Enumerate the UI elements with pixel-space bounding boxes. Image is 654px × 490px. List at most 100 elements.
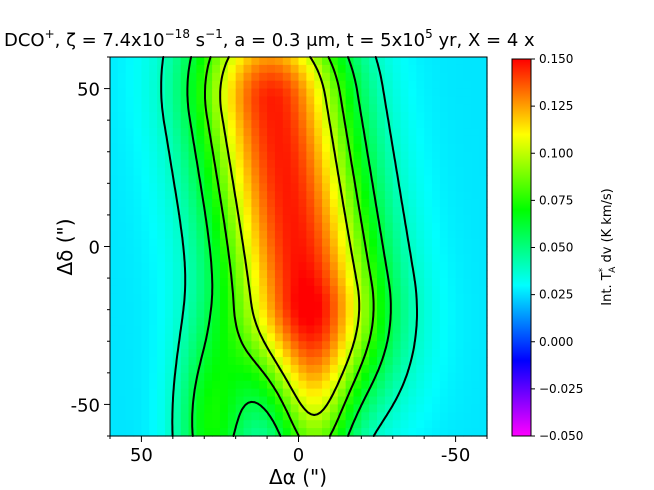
- heatmap-cell: [259, 388, 268, 398]
- heatmap-cell: [353, 349, 362, 358]
- heatmap-cell: [424, 388, 433, 398]
- heatmap-cell: [416, 285, 425, 295]
- heatmap-cell: [424, 309, 433, 319]
- heatmap-cell: [392, 246, 402, 255]
- heatmap-cell: [164, 222, 174, 232]
- heatmap-cell: [314, 151, 323, 161]
- heatmap-cell: [290, 349, 300, 358]
- heatmap-cell: [204, 420, 213, 429]
- heatmap-cell: [149, 246, 158, 255]
- heatmap-cell: [369, 120, 378, 129]
- heatmap-cell: [267, 317, 276, 327]
- heatmap-cell: [408, 246, 417, 255]
- heatmap-cell: [463, 120, 472, 129]
- heatmap-cell: [290, 238, 300, 248]
- heatmap-cell: [329, 246, 339, 255]
- heatmap-cell: [133, 270, 143, 279]
- heatmap-cell: [479, 412, 488, 421]
- heatmap-cell: [345, 325, 355, 334]
- heatmap-cell: [133, 135, 143, 145]
- heatmap-cell: [267, 341, 276, 350]
- heatmap-cell: [219, 175, 229, 184]
- heatmap-cell: [447, 309, 457, 319]
- heatmap-cell: [141, 57, 150, 66]
- heatmap-cell: [149, 349, 158, 358]
- heatmap-cell: [188, 333, 197, 342]
- heatmap-cell: [447, 349, 457, 358]
- heatmap-cell: [337, 143, 347, 153]
- heatmap-cell: [141, 191, 150, 200]
- heatmap-cell: [400, 396, 410, 406]
- heatmap-cell: [117, 151, 127, 161]
- heatmap-cell: [267, 96, 276, 105]
- heatmap-cell: [282, 88, 292, 98]
- heatmap-cell: [290, 420, 300, 429]
- heatmap-cell: [164, 372, 174, 382]
- heatmap-cell: [227, 80, 237, 90]
- heatmap-cell: [251, 372, 260, 382]
- heatmap-cell: [306, 88, 315, 98]
- heatmap-cell: [282, 278, 292, 287]
- heatmap-cell: [322, 420, 331, 429]
- x-tick-label: 0: [293, 445, 304, 466]
- heatmap-cell: [235, 207, 245, 216]
- heatmap-cell: [314, 183, 323, 192]
- heatmap-cell: [290, 372, 300, 382]
- heatmap-cell: [267, 88, 276, 98]
- heatmap-cell: [463, 333, 472, 342]
- heatmap-cell: [117, 230, 127, 240]
- heatmap-cell: [329, 420, 339, 429]
- heatmap-cell: [432, 159, 441, 169]
- heatmap-cell: [204, 293, 213, 303]
- heatmap-cell: [384, 199, 394, 208]
- heatmap-cell: [416, 412, 425, 421]
- heatmap-cell: [125, 222, 135, 232]
- heatmap-cell: [408, 120, 417, 129]
- heatmap-cell: [329, 230, 339, 240]
- heatmap-cell: [408, 230, 417, 240]
- heatmap-cell: [479, 175, 488, 184]
- heatmap-cell: [314, 293, 323, 303]
- heatmap-cell: [219, 388, 229, 398]
- heatmap-cell: [353, 214, 362, 224]
- heatmap-cell: [306, 96, 315, 105]
- heatmap-cell: [439, 72, 449, 82]
- heatmap-cell: [400, 80, 410, 90]
- heatmap-cell: [133, 341, 143, 350]
- heatmap-cell: [212, 333, 221, 342]
- heatmap-cell: [337, 128, 347, 137]
- heatmap-cell: [219, 72, 229, 82]
- heatmap-cell: [204, 143, 213, 153]
- heatmap-cell: [306, 159, 315, 169]
- heatmap-cell: [424, 159, 433, 169]
- heatmap-cell: [212, 254, 221, 263]
- heatmap-cell: [204, 341, 213, 350]
- heatmap-cell: [251, 364, 260, 374]
- heatmap-cell: [298, 317, 307, 327]
- heatmap-cell: [384, 396, 394, 406]
- heatmap-cell: [188, 112, 197, 121]
- heatmap-cell: [204, 80, 213, 90]
- heatmap-cell: [329, 404, 339, 413]
- heatmap-cell: [447, 167, 457, 177]
- heatmap-cell: [479, 349, 488, 358]
- heatmap-cell: [369, 278, 378, 287]
- heatmap-cell: [172, 364, 182, 374]
- heatmap-cell: [463, 151, 472, 161]
- heatmap-cell: [180, 167, 190, 177]
- heatmap-cell: [117, 199, 127, 208]
- heatmap-cell: [400, 143, 410, 153]
- heatmap-cell: [298, 151, 307, 161]
- heatmap-cell: [267, 222, 276, 232]
- heatmap-cell: [259, 254, 268, 263]
- heatmap-cell: [471, 380, 480, 390]
- heatmap-cell: [447, 278, 457, 287]
- heatmap-cell: [212, 380, 221, 390]
- heatmap-cell: [251, 88, 260, 98]
- heatmap-cell: [141, 72, 150, 82]
- heatmap-cell: [322, 135, 331, 145]
- heatmap-cell: [219, 404, 229, 413]
- heatmap-cell: [479, 420, 488, 429]
- heatmap-cell: [219, 230, 229, 240]
- heatmap-cell: [298, 64, 307, 74]
